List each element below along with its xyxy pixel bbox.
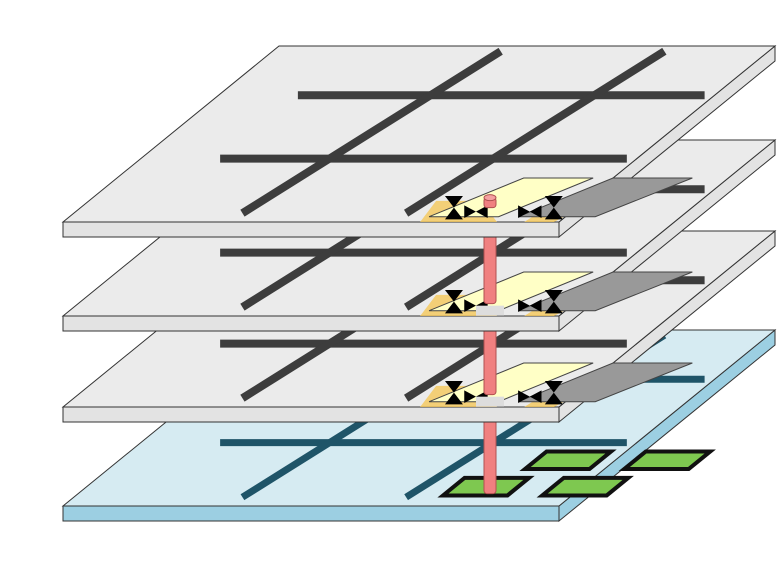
spacer-block <box>476 305 504 316</box>
bowtie-antenna-icon <box>475 205 488 218</box>
bowtie-antenna-icon <box>544 207 563 220</box>
via-cap <box>483 194 497 202</box>
plate-front-edge <box>62 505 560 522</box>
bowtie-antenna-icon <box>444 207 463 220</box>
bowtie-antenna-icon <box>464 205 476 218</box>
gray-pad <box>518 271 693 312</box>
tier-plate <box>61 44 777 239</box>
bowtie-antenna-icon <box>529 299 542 312</box>
spacer-block <box>476 396 504 407</box>
bowtie-antenna-icon <box>464 390 476 403</box>
bowtie-antenna-icon <box>444 195 463 208</box>
gray-pad <box>518 177 693 218</box>
plate-front-edge <box>62 406 560 423</box>
bowtie-antenna-icon <box>518 390 530 403</box>
plate-front-edge <box>62 315 560 332</box>
bowtie-antenna-icon <box>544 392 563 405</box>
bowtie-antenna-icon <box>444 289 463 302</box>
bowtie-antenna-icon <box>544 195 563 208</box>
bowtie-antenna-icon <box>444 392 463 405</box>
bowtie-antenna-icon <box>464 299 476 312</box>
green-pad-icon <box>519 449 617 472</box>
bowtie-antenna-icon <box>529 390 542 403</box>
bowtie-antenna-icon <box>544 289 563 302</box>
yellow-pad <box>428 177 594 218</box>
gray-pad <box>518 362 693 403</box>
bowtie-antenna-icon <box>518 299 530 312</box>
green-pad-icon <box>618 449 716 472</box>
bowtie-antenna-icon <box>518 205 530 218</box>
plate-front-edge <box>62 221 560 238</box>
bowtie-antenna-icon <box>444 301 463 314</box>
bowtie-antenna-icon <box>529 205 542 218</box>
bowtie-antenna-icon <box>544 301 563 314</box>
bowtie-antenna-icon <box>544 380 563 393</box>
green-pad-icon <box>536 475 634 498</box>
bowtie-antenna-icon <box>444 380 463 393</box>
grid-line <box>240 47 503 217</box>
grid-line <box>403 47 667 217</box>
